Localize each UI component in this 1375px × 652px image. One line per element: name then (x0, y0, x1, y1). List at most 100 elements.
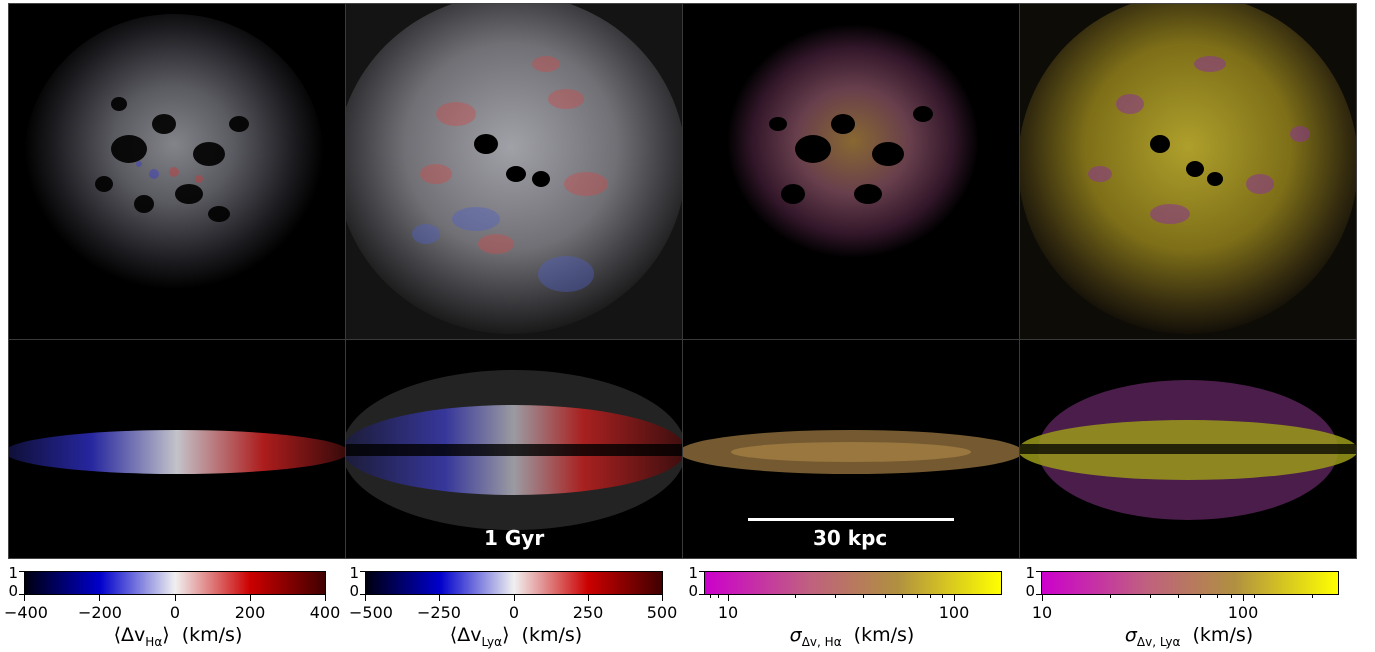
xtick-minor (930, 595, 931, 598)
xtick-label: 100 (1227, 603, 1259, 622)
xtick-mark (662, 595, 663, 601)
xtick-minor (1231, 595, 1232, 598)
panel-divider (1019, 4, 1020, 558)
xtick-mark (250, 595, 251, 601)
ytick-mark (19, 594, 24, 595)
ytick-min: 0 (1025, 582, 1035, 600)
xtick-mark (1042, 595, 1043, 601)
colorbar-halpha-velocity: 1 0 −400 −200 0 200 400 ⟨ΔvHα⟩ (km/s) (0, 564, 340, 649)
panel-divider (345, 4, 346, 558)
panel-face-on-lyalpha-velocity (346, 4, 683, 340)
xtick-label: −250 (417, 603, 461, 622)
xtick-mark (175, 595, 176, 601)
image-grid: 1 Gyr 30 kpc (8, 3, 1357, 559)
xtick-label: −400 (4, 603, 48, 622)
ytick-mark (1036, 594, 1041, 595)
colorbar-y-ticks: 1 0 (0, 564, 22, 600)
colorbar-gradient (704, 571, 1002, 595)
xtick-minor (1254, 595, 1255, 598)
panel-face-on-lyalpha-dispersion (1020, 4, 1356, 340)
colorbar-title: ⟨ΔvHα⟩ (km/s) (113, 624, 243, 649)
colorbar-gradient (24, 571, 326, 595)
ytick-min: 0 (8, 582, 18, 600)
ytick-mark (699, 594, 704, 595)
xtick-label: 250 (572, 603, 604, 622)
galaxy-image (9, 4, 346, 340)
xtick-mark (1243, 595, 1244, 601)
panel-divider (9, 339, 1356, 340)
xtick-label: 0 (169, 603, 181, 622)
xtick-minor (710, 595, 711, 598)
xtick-mark (588, 595, 589, 601)
xtick-mark (728, 595, 729, 601)
ytick-mark (1036, 571, 1041, 572)
xtick-minor (1312, 595, 1313, 598)
panel-divider (682, 4, 683, 558)
xtick-mark (514, 595, 515, 601)
xtick-mark (439, 595, 440, 601)
xtick-minor (1217, 595, 1218, 598)
xtick-label: 100 (938, 603, 970, 622)
xtick-minor (863, 595, 864, 598)
ytick-mark (360, 594, 365, 595)
colorbar-y-ticks: 1 0 (680, 564, 702, 600)
panel-edge-on-lyalpha-velocity: 1 Gyr (346, 340, 683, 558)
colorbar-title: σΔv, Lyα (km/s) (1124, 624, 1254, 649)
galaxy-image (1020, 4, 1356, 340)
colorbar-title: σΔv, Hα (km/s) (789, 624, 915, 649)
colorbar-y-ticks: 1 0 (341, 564, 363, 600)
scale-label: 30 kpc (813, 526, 888, 550)
colorbar-lyalpha-velocity: 1 0 −500 −250 0 250 500 ⟨ΔvLyα⟩ (km/s) (341, 564, 681, 649)
colorbar-title: ⟨ΔvLyα⟩ (km/s) (449, 624, 583, 649)
xtick-label: −200 (78, 603, 122, 622)
ytick-max: 1 (8, 564, 18, 582)
ytick-min: 0 (688, 582, 698, 600)
xtick-minor (795, 595, 796, 598)
xtick-minor (835, 595, 836, 598)
panel-edge-on-lyalpha-dispersion (1020, 340, 1356, 558)
colorbar-halpha-dispersion: 1 0 10 100 σΔv, Hα (km/s) (680, 564, 1020, 649)
xtick-minor (885, 595, 886, 598)
xtick-mark (99, 595, 100, 601)
ytick-mark (19, 571, 24, 572)
panel-edge-on-halpha-dispersion: 30 kpc (683, 340, 1020, 558)
colorbar-gradient (365, 571, 663, 595)
galaxy-image (683, 4, 1020, 340)
galaxy-image (683, 340, 1020, 558)
ytick-max: 1 (349, 564, 359, 582)
xtick-minor (917, 595, 918, 598)
xtick-mark (325, 595, 326, 601)
xtick-minor (1200, 595, 1201, 598)
ytick-mark (699, 571, 704, 572)
xtick-minor (1150, 595, 1151, 598)
xtick-mark (24, 595, 25, 601)
panel-edge-on-halpha-velocity (9, 340, 346, 558)
xtick-label: 400 (309, 603, 341, 622)
xtick-minor (1178, 595, 1179, 598)
ytick-max: 1 (688, 564, 698, 582)
xtick-label: 0 (508, 603, 520, 622)
ytick-min: 0 (349, 582, 359, 600)
galaxy-image (1020, 340, 1356, 558)
panel-face-on-halpha-dispersion (683, 4, 1020, 340)
xtick-label: −500 (349, 603, 393, 622)
xtick-minor (1110, 595, 1111, 598)
xtick-label: 200 (234, 603, 266, 622)
galaxy-image (346, 340, 683, 558)
xtick-mark (954, 595, 955, 601)
xtick-minor (718, 595, 719, 598)
ytick-mark (360, 571, 365, 572)
scale-bar (748, 518, 954, 521)
xtick-minor (902, 595, 903, 598)
galaxy-image (9, 340, 346, 558)
colorbar-gradient (1041, 571, 1339, 595)
ytick-max: 1 (1025, 564, 1035, 582)
xtick-label: 10 (1031, 603, 1053, 622)
xtick-mark (365, 595, 366, 601)
colorbar-y-ticks: 1 0 (1017, 564, 1039, 600)
xtick-minor (942, 595, 943, 598)
xtick-label: 10 (717, 603, 739, 622)
galaxy-image (346, 4, 683, 340)
xtick-label: 500 (646, 603, 678, 622)
panel-face-on-halpha-velocity (9, 4, 346, 340)
